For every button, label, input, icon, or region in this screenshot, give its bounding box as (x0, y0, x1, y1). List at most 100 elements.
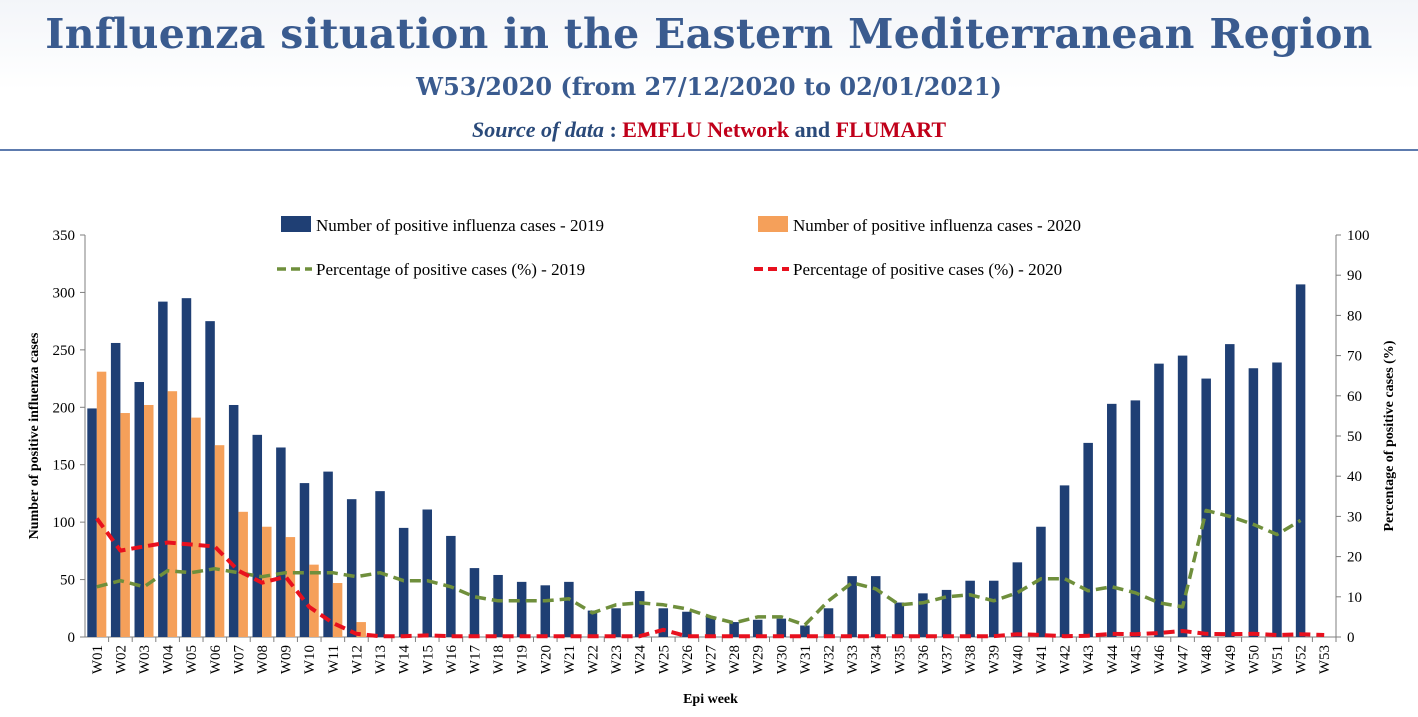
x-tick-label: W15 (420, 645, 436, 674)
y2-tick-label: 60 (1347, 389, 1362, 405)
x-tick-label: W23 (609, 645, 625, 674)
bar-2019 (1036, 526, 1046, 637)
x-tick-label: W28 (727, 645, 743, 674)
x-tick-label: W24 (633, 645, 649, 675)
y-tick-label: 0 (68, 630, 76, 646)
bar-2019 (1248, 368, 1259, 637)
x-tick-label: W40 (1010, 645, 1026, 674)
x-tick-label: W26 (680, 645, 696, 675)
x-tick-label: W19 (515, 645, 531, 674)
bar-2019 (965, 580, 975, 637)
bar-2019 (181, 298, 192, 637)
y2-tick-label: 70 (1347, 349, 1362, 365)
bar-2019 (158, 301, 168, 637)
x-tick-label: W07 (231, 645, 247, 675)
x-tick-label: W51 (1270, 645, 1286, 674)
x-tick-label: W36 (916, 645, 932, 675)
bar-2019 (134, 382, 145, 637)
bar-2020 (120, 413, 130, 637)
x-tick-label: W41 (1034, 645, 1050, 674)
x-tick-label: W35 (892, 645, 908, 674)
x-tick-label: W31 (798, 645, 814, 674)
bar-2019 (847, 576, 857, 637)
bar-2019 (894, 602, 905, 637)
bar-2019 (276, 447, 286, 637)
x-tick-label: W25 (656, 645, 672, 674)
x-tick-label: W32 (822, 645, 838, 674)
header-divider (0, 149, 1418, 151)
bar-2019 (110, 342, 121, 637)
line-pct-2020 (95, 517, 1325, 639)
bar-2019 (752, 619, 763, 637)
page-title: Influenza situation in the Eastern Medit… (45, 10, 1373, 58)
bar-2020 (262, 526, 272, 637)
x-tick-label: W42 (1058, 645, 1074, 674)
x-tick-label: W22 (585, 645, 601, 674)
bar-2019 (516, 581, 527, 637)
x-tick-label: W30 (774, 645, 790, 674)
source-emflu: EMFLU Network (622, 117, 790, 142)
x-tick-label: W18 (491, 645, 507, 674)
x-tick-label: W45 (1128, 645, 1144, 674)
source-and: and (789, 117, 836, 142)
x-tick-label: W52 (1294, 645, 1310, 674)
x-tick-label: W34 (869, 645, 885, 675)
x-tick-label: W38 (963, 645, 979, 674)
x-tick-label: W01 (90, 645, 106, 674)
x-tick-label: W37 (940, 645, 956, 675)
x-tick-label: W47 (1176, 645, 1192, 675)
x-tick-label: W46 (1152, 645, 1168, 675)
bar-2019 (611, 608, 621, 637)
source-flumart: FLUMART (835, 117, 947, 142)
header-band (0, 0, 1418, 150)
x-tick-label: W50 (1246, 645, 1262, 674)
y-tick-label: 350 (53, 228, 76, 244)
x-tick-label: W21 (562, 645, 578, 674)
x-tick-label: W13 (373, 645, 389, 674)
y2-tick-label: 30 (1347, 509, 1362, 525)
bar-2019 (1012, 562, 1023, 637)
x-tick-label: W17 (467, 645, 483, 675)
y-tick-label: 200 (53, 400, 76, 416)
y-tick-label: 50 (60, 573, 75, 589)
bar-2020 (332, 583, 343, 637)
bar-2020 (191, 417, 201, 637)
bar-2019 (658, 608, 669, 637)
y2-tick-label: 50 (1347, 429, 1362, 445)
y-axis-title: Number of positive influenza cases (27, 332, 42, 539)
bar-2020 (285, 537, 296, 637)
bar-2020 (309, 564, 319, 637)
x-tick-label: W10 (302, 645, 318, 674)
legend-label-line-2020: Percentage of positive cases (%) - 2020 (793, 260, 1062, 279)
bar-2019 (587, 610, 598, 637)
y-tick-label: 250 (53, 343, 76, 359)
x-tick-label: W43 (1081, 645, 1097, 674)
bar-2019 (228, 404, 239, 637)
x-tick-label: W39 (987, 645, 1003, 674)
bar-2019 (988, 580, 999, 637)
source-separator: : (603, 117, 623, 142)
legend-label-bar-2019: Number of positive influenza cases - 201… (316, 216, 604, 235)
y-tick-label: 100 (53, 515, 76, 531)
bar-2019 (1177, 355, 1188, 637)
y2-tick-label: 40 (1347, 469, 1362, 485)
x-tick-label: W53 (1317, 645, 1333, 674)
x-tick-label: W27 (704, 645, 720, 675)
bar-2019 (375, 491, 385, 637)
bar-2019 (87, 408, 97, 637)
x-tick-label: W12 (349, 645, 365, 674)
bar-2020 (214, 445, 225, 637)
bar-2019 (1272, 362, 1282, 637)
bar-2019 (493, 574, 503, 637)
bar-2020 (144, 404, 154, 637)
bar-2019 (346, 499, 357, 637)
x-tick-label: W05 (184, 645, 200, 674)
bar-2019 (941, 589, 952, 637)
y-tick-label: 300 (53, 285, 76, 301)
bar-2019 (918, 593, 928, 637)
legend-swatch-bar-2020 (758, 216, 788, 232)
x-tick-label: W09 (279, 645, 295, 674)
bar-2019 (299, 483, 310, 637)
x-tick-label: W48 (1199, 645, 1215, 674)
